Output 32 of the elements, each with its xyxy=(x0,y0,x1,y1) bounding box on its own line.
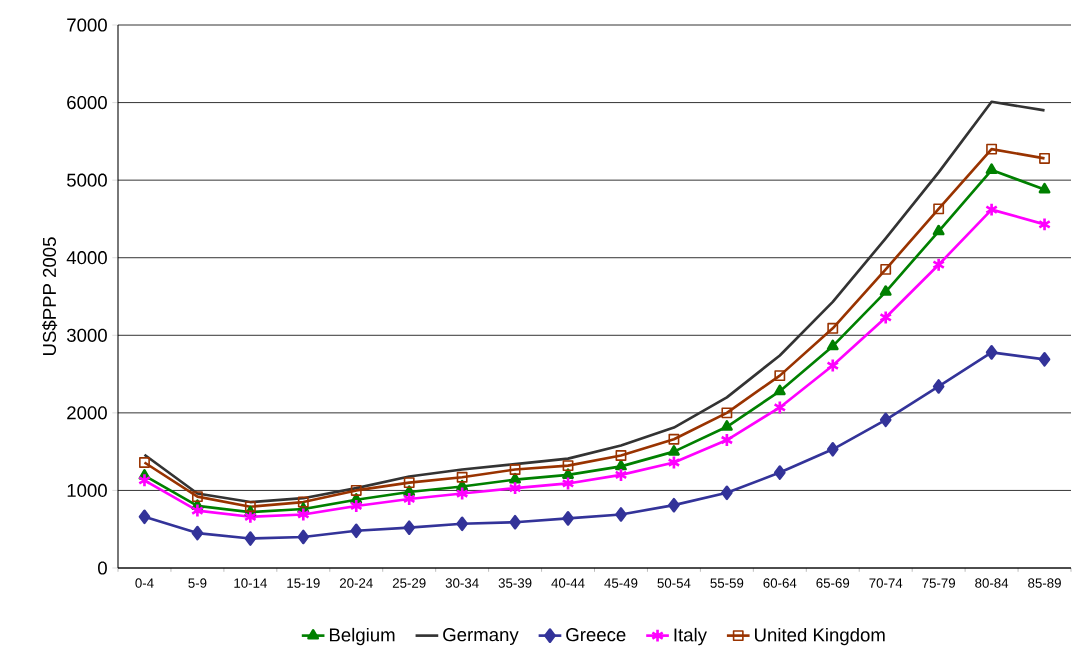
x-tick-label: 25-29 xyxy=(392,578,426,588)
y-tick-label: 1000 xyxy=(67,483,107,498)
x-tick-label: 55-59 xyxy=(710,578,744,588)
legend-label: Belgium xyxy=(329,627,395,646)
y-axis-title: US$PPP 2005 xyxy=(42,237,58,356)
legend-label: Germany xyxy=(443,628,519,645)
x-tick-label: 50-54 xyxy=(657,578,691,588)
x-tick-label: 20-24 xyxy=(339,578,373,588)
legend-label: Greece xyxy=(566,628,626,642)
x-tick-label: 65-69 xyxy=(816,578,850,588)
x-tick-label: 75-79 xyxy=(922,578,956,588)
x-tick-label: 5-9 xyxy=(188,578,207,588)
x-tick-label: 80-84 xyxy=(975,578,1009,588)
x-tick-label: 0-4 xyxy=(135,578,154,588)
y-tick-label: 4000 xyxy=(66,251,107,265)
x-tick-label: 45-49 xyxy=(604,578,638,588)
y-tick-label: 5000 xyxy=(67,173,107,187)
y-tick-label: 6000 xyxy=(67,95,107,110)
legend-label: United Kingdom xyxy=(755,627,885,646)
y-tick-label: 7000 xyxy=(67,18,107,32)
x-tick-label: 10-14 xyxy=(234,578,267,588)
legend-label: Italy xyxy=(674,627,707,646)
x-tick-label: 60-64 xyxy=(763,578,797,588)
x-tick-label: 85-89 xyxy=(1028,578,1061,588)
x-tick-label: 40-44 xyxy=(551,578,585,588)
x-tick-label: 35-39 xyxy=(498,578,532,588)
x-tick-label: 30-34 xyxy=(445,578,479,588)
x-tick-label: 15-19 xyxy=(287,578,320,588)
x-tick-label: 70-74 xyxy=(869,578,903,588)
y-tick-label: 0 xyxy=(98,561,107,575)
y-tick-label: 2000 xyxy=(67,406,107,420)
y-tick-label: 3000 xyxy=(66,328,107,342)
